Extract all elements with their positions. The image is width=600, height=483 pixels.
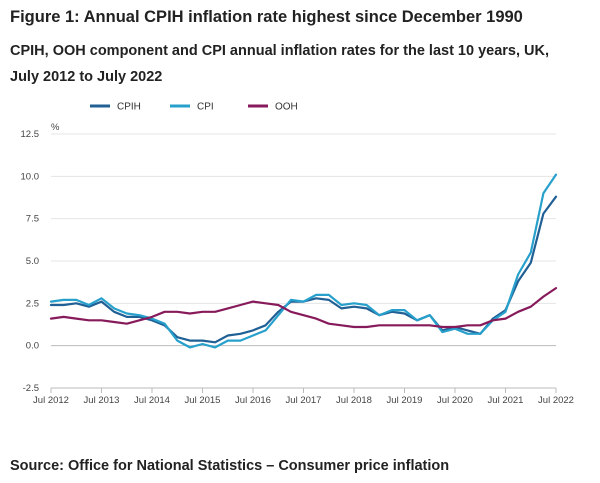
source-note: Source: Office for National Statistics –… xyxy=(10,458,450,474)
legend-label-ooh: OOH xyxy=(275,102,298,113)
x-axis-ticks: Jul 2012 Jul 2013 Jul 2014 Jul 2015 Jul 2016… xyxy=(33,387,574,406)
series-lines xyxy=(49,173,558,349)
series-line-cpi xyxy=(49,173,558,349)
legend: CPIH CPI OOH xyxy=(90,102,298,113)
x-tick-label: Jul 2014 xyxy=(134,395,170,406)
y-tick-label: 12.5 xyxy=(21,129,40,140)
legend-label-cpih: CPIH xyxy=(117,102,141,113)
x-tick-label: Jul 2012 xyxy=(33,395,69,406)
x-tick-label: Jul 2016 xyxy=(235,395,271,406)
x-tick-label: Jul 2019 xyxy=(387,395,423,406)
x-tick-label: Jul 2015 xyxy=(185,395,221,406)
y-tick-label: 0.0 xyxy=(26,341,39,352)
chart-subtitle: CPIH, OOH component and CPI annual infla… xyxy=(10,43,550,85)
y-tick-label: -2.5 xyxy=(23,383,39,394)
legend-label-cpi: CPI xyxy=(197,102,214,113)
y-axis-ticks: -2.5 0.0 2.5 5.0 7.5 10.0 12.5 xyxy=(21,129,40,394)
y-tick-label: 5.0 xyxy=(26,256,39,267)
y-tick-label: 7.5 xyxy=(26,214,39,225)
chart-title: Figure 1: Annual CPIH inflation rate hig… xyxy=(10,8,523,26)
gridlines xyxy=(51,133,556,389)
x-tick-label: Jul 2022 xyxy=(538,395,574,406)
x-tick-label: Jul 2017 xyxy=(286,395,322,406)
y-tick-label: 2.5 xyxy=(26,298,39,309)
y-tick-label: 10.0 xyxy=(21,171,40,182)
x-tick-label: Jul 2021 xyxy=(488,395,524,406)
x-tick-label: Jul 2020 xyxy=(437,395,473,406)
series-line-ooh xyxy=(49,287,558,329)
y-axis-unit: % xyxy=(51,122,60,133)
x-tick-label: Jul 2013 xyxy=(84,395,120,406)
x-tick-label: Jul 2018 xyxy=(336,395,372,406)
